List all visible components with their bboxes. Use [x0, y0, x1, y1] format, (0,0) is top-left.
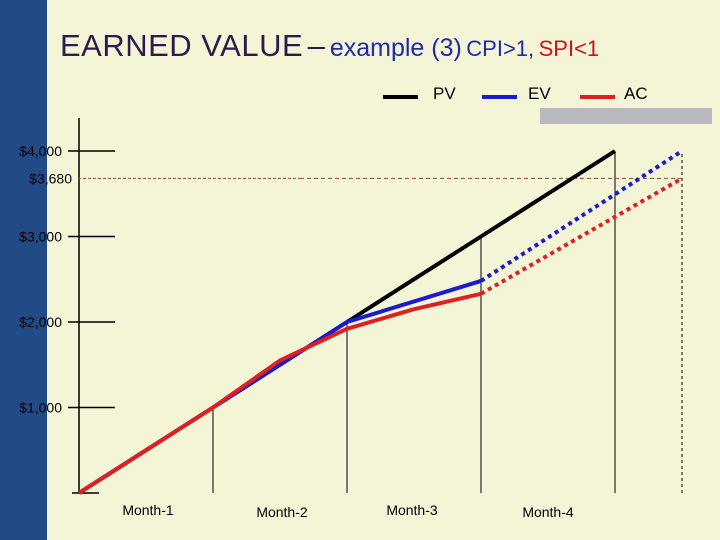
y-tick-label: $3,680 [29, 170, 72, 186]
legend: PV EV AC [383, 84, 648, 103]
x-tick-label: Month-2 [256, 504, 308, 520]
left-accent-bar [0, 0, 47, 540]
title-main: EARNED VALUE [60, 28, 304, 63]
title-cpi: CPI>1, [466, 36, 535, 61]
title-spi: SPI<1 [538, 36, 600, 61]
legend-ac-label: AC [624, 84, 648, 103]
chart-labels: $1,000 $2,000 $3,000 $3,680 $4,000 Month-1 Mon… [19, 143, 574, 520]
legend-pv-label: PV [433, 84, 456, 103]
legend-highlight-box [540, 108, 712, 124]
series-ev-line [77, 279, 482, 495]
x-tick-label: Month-3 [386, 502, 438, 518]
chart-series [77, 149, 684, 495]
legend-ev-label: EV [528, 84, 551, 103]
y-tick-label: $1,000 [19, 400, 62, 416]
title-dash: – [307, 28, 326, 63]
slide-title: EARNED VALUE – example (3) CPI>1, SPI<1 [60, 28, 599, 64]
y-tick-label: $3,000 [19, 229, 62, 245]
y-tick-label: $4,000 [19, 143, 62, 159]
series-ac-line [77, 291, 482, 495]
series-ac-forecast [480, 176, 683, 296]
y-tick-label: $2,000 [19, 314, 62, 330]
x-tick-label: Month-4 [522, 504, 574, 520]
title-example: example (3) [329, 34, 462, 62]
x-tick-label: Month-1 [122, 502, 174, 518]
